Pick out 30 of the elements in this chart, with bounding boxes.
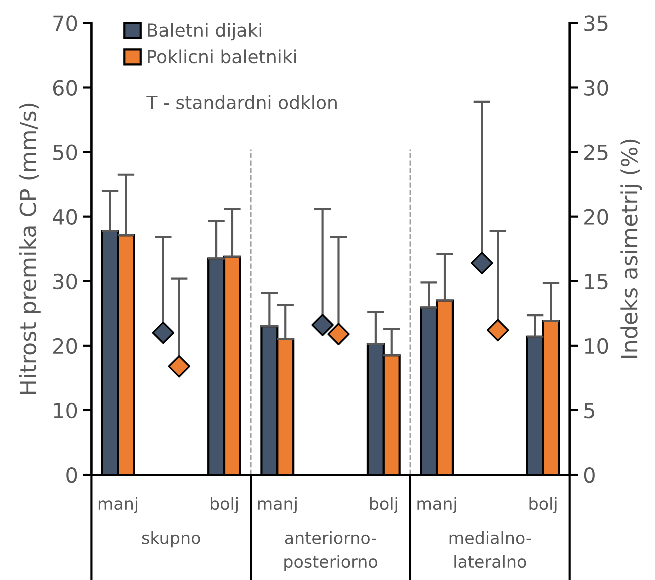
x-tick-label: manj	[418, 497, 456, 514]
y-tick-label: 20	[54, 338, 78, 354]
text: medialno- lateralno	[450, 531, 532, 568]
y2-tick-label: 25	[584, 144, 608, 161]
y-tick-label: 60	[53, 80, 78, 96]
y2-tick-label: 0	[584, 467, 595, 484]
x-tick-label: manj	[98, 497, 138, 514]
y-tick-label: 50	[54, 144, 78, 161]
annotation: T - standardni odklon	[146, 95, 337, 110]
y2-tick-label: 5	[584, 403, 594, 419]
y-tick-label: 10	[54, 402, 78, 419]
x-tick-label: manj	[258, 497, 297, 514]
y-tick-label: 30	[54, 274, 78, 290]
legend-label: Baletni dijaki	[148, 23, 262, 41]
y2-tick-label: 10	[585, 338, 608, 354]
x-tick-label: bolj	[530, 497, 557, 514]
y2-tick-label: 15	[585, 274, 608, 290]
y-axis-title: Hitrost premika CP (mm/s)	[19, 104, 41, 394]
y-tick-label: 0	[66, 467, 78, 484]
x-tick-label: bolj	[370, 497, 398, 514]
y2-axis-title: Indeks asimetrij (%)	[620, 140, 642, 358]
y2-tick-label: 20	[584, 209, 608, 226]
text: skupno	[142, 531, 200, 548]
x-tick-label: bolj	[211, 497, 238, 514]
y-tick-label: 70	[54, 16, 78, 32]
text: anteriorno- posteriorno	[284, 531, 378, 572]
y2-tick-label: 30	[584, 80, 608, 96]
legend-label: Poklicni baletniki	[148, 50, 296, 64]
y2-tick-label: 35	[584, 16, 608, 32]
y-tick-label: 40	[53, 209, 78, 226]
